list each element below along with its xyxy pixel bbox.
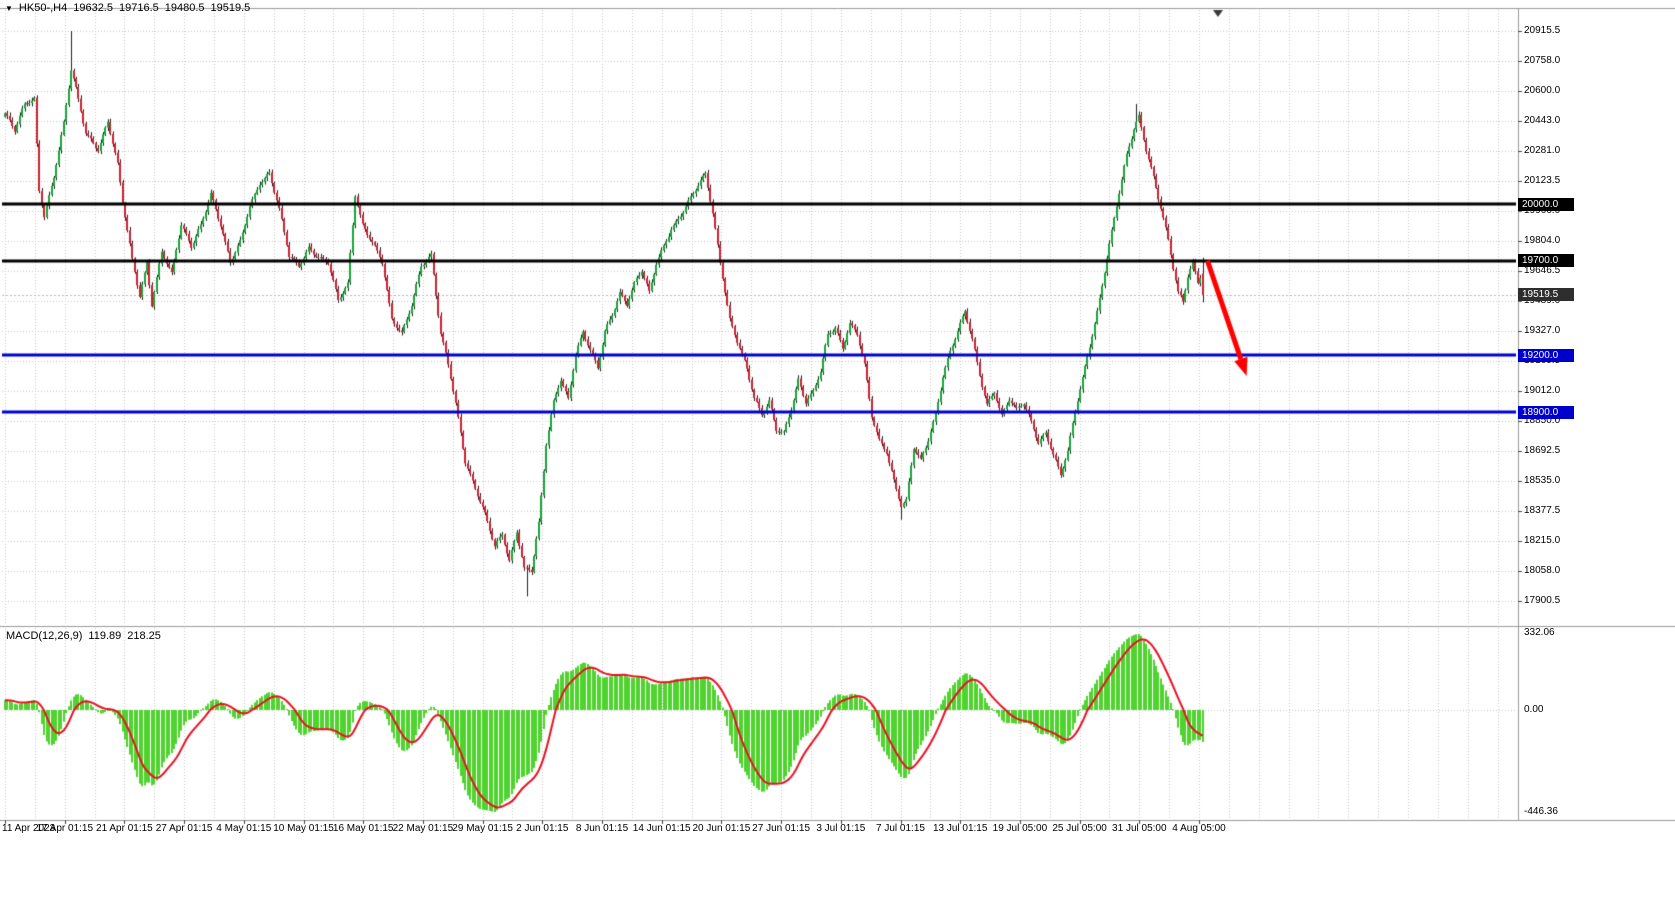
ohlc-high-value: 19716.5: [118, 2, 159, 14]
price-tick-label: 18377.5: [1524, 505, 1561, 516]
price-level-tag: 19200.0: [1518, 348, 1574, 362]
time-axis-label: 27 Apr 01:15: [155, 823, 213, 834]
price-tick-label: 20123.5: [1524, 175, 1561, 186]
price-tick-label: 18535.0: [1524, 475, 1561, 486]
time-axis-label: 14 Jun 01:15: [632, 823, 691, 834]
macd-scale-max: 332.06: [1524, 627, 1555, 638]
price-tick-label: 18850.0: [1524, 415, 1561, 426]
time-axis-label: 22 May 01:15: [392, 823, 454, 834]
price-level-tag: 19700.0: [1518, 254, 1574, 268]
time-axis-label: 29 May 01:15: [452, 823, 513, 834]
time-axis-label: 19 Jul 05:00: [992, 823, 1048, 834]
time-axis-label: 11 Apr 2023: [2, 823, 56, 834]
time-axis-label: 4 Aug 05:00: [1172, 823, 1226, 834]
price-tick-label: 20281.0: [1524, 145, 1561, 156]
price-tick-label: 19646.5: [1524, 265, 1561, 276]
time-axis-label: 8 Jun 01:15: [575, 823, 629, 834]
time-axis-label: 10 May 01:15: [273, 823, 334, 834]
chart-header: ▼ HK50-,H4 19632.5 19716.5 19480.5 19519…: [5, 2, 250, 14]
macd-name: MACD(12,26,9): [6, 630, 83, 642]
time-axis-label: 3 Jul 01:15: [816, 823, 866, 834]
price-level-tag: 18900.0: [1518, 405, 1574, 419]
macd-indicator-label: MACD(12,26,9) 119.89 218.25: [6, 630, 161, 642]
price-tick-label: 20600.0: [1524, 85, 1561, 96]
ohlc-low-value: 19480.5: [164, 2, 205, 14]
time-axis-label: 20 Jun 01:15: [692, 823, 751, 834]
price-tick-label: 18692.5: [1524, 445, 1561, 456]
price-tick-label: 20758.0: [1524, 55, 1561, 66]
price-tick-label: 20915.5: [1524, 25, 1561, 36]
macd-scale-zero: 0.00: [1524, 703, 1544, 715]
symbol-timeframe-label: HK50-,H4: [18, 2, 68, 14]
macd-main-value: 119.89: [88, 630, 122, 642]
time-axis-label: 25 Jul 05:00: [1052, 823, 1107, 834]
price-level-tag: 20000.0: [1518, 197, 1574, 211]
time-axis-label: 7 Jul 01:15: [876, 823, 925, 834]
price-tick-label: 18058.0: [1524, 565, 1561, 576]
price-tick-label: 19804.0: [1524, 235, 1561, 246]
price-tick-label: 20443.0: [1524, 115, 1561, 126]
time-axis-label: 13 Jul 01:15: [932, 823, 988, 834]
time-axis-label: 16 May 01:15: [332, 823, 394, 834]
macd-signal-value: 218.25: [127, 630, 161, 642]
macd-scale-min: -446.36: [1524, 806, 1558, 817]
time-axis-label: 21 Apr 01:15: [96, 823, 153, 834]
price-tick-label: 18215.0: [1524, 535, 1561, 546]
price-tick-label: 17900.5: [1524, 595, 1561, 606]
current-price-tag: 19519.5: [1518, 288, 1574, 302]
time-axis-label: 2 Jun 01:15: [516, 823, 569, 834]
collapse-chevron-icon[interactable]: ▼: [5, 3, 13, 13]
time-axis-label: 17 Apr 01:15: [36, 823, 94, 834]
time-axis-label: 4 May 01:15: [216, 823, 272, 834]
ohlc-open-value: 19632.5: [73, 2, 113, 14]
price-tick-label: 19012.0: [1524, 385, 1561, 396]
time-axis-label: 27 Jun 01:15: [752, 823, 811, 834]
price-tick-label: 19327.0: [1524, 325, 1561, 336]
ohlc-close-value: 19519.5: [210, 2, 251, 14]
time-axis-label: 31 Jul 05:00: [1112, 823, 1167, 834]
